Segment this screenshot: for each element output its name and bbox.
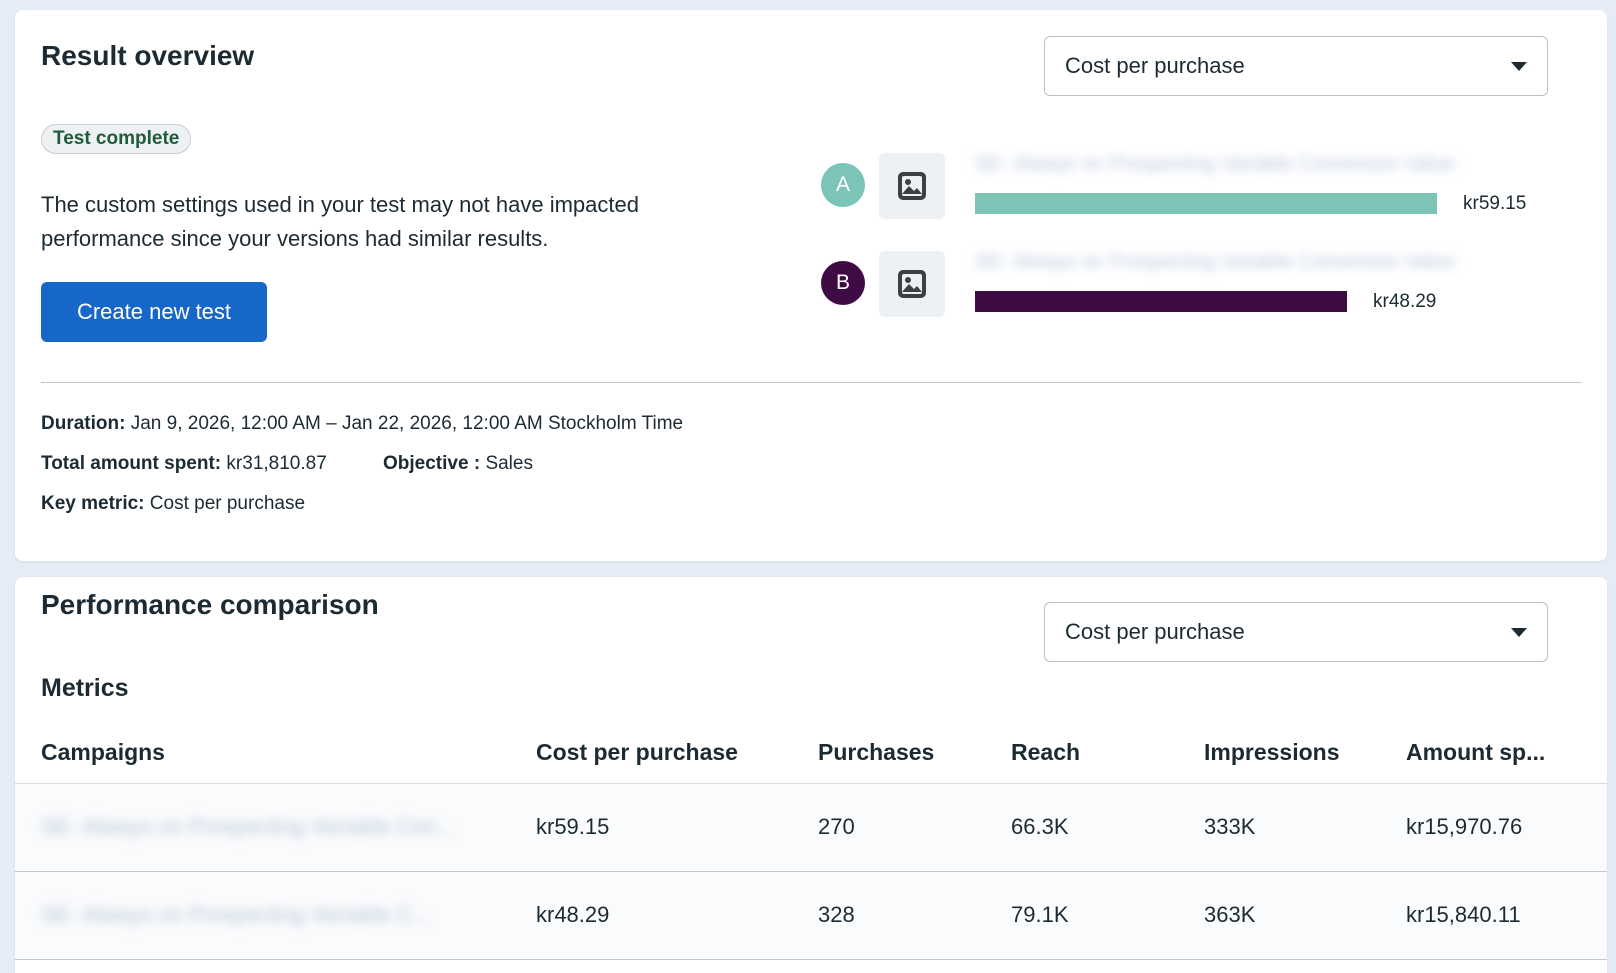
column-header-purchases[interactable]: Purchases xyxy=(818,723,1011,784)
column-header-reach[interactable]: Reach xyxy=(1011,723,1204,784)
dropdown-selected-value: Cost per purchase xyxy=(1065,619,1245,644)
variant-a-row: A SE- Always on Prospecting Variable Con… xyxy=(821,153,1581,223)
dropdown-selected-value: Cost per purchase xyxy=(1065,53,1245,78)
variant-b-name: SE- Always on Prospecting Variable Conve… xyxy=(975,251,1455,273)
column-header-impressions[interactable]: Impressions xyxy=(1204,723,1406,784)
impressions-cell: 333K xyxy=(1204,783,1406,872)
table-header-row: Campaigns Cost per purchase Purchases Re… xyxy=(15,723,1607,784)
total-spent-line: Total amount spent: kr31,810.87 xyxy=(41,453,327,475)
reach-cell: 66.3K xyxy=(1011,783,1204,872)
caret-down-icon xyxy=(1511,61,1527,71)
objective-line: Objective : Sales xyxy=(383,453,533,475)
result-description: The custom settings used in your test ma… xyxy=(41,192,639,251)
column-header-cost-per-purchase[interactable]: Cost per purchase xyxy=(536,723,818,784)
total-spent-value: kr31,810.87 xyxy=(226,453,327,474)
variant-b-row: B SE- Always on Prospecting Variable Con… xyxy=(821,251,1581,321)
amount-spent-cell: kr15,970.76 xyxy=(1406,783,1607,872)
performance-comparison-title: Performance comparison xyxy=(41,589,379,620)
image-placeholder-icon[interactable] xyxy=(879,251,945,317)
result-overview-title: Result overview xyxy=(41,40,255,71)
variant-a-value: kr59.15 xyxy=(1463,193,1527,214)
variant-a-bar xyxy=(975,193,1437,214)
variant-a-name: SE- Always on Prospecting Variable Conve… xyxy=(975,153,1455,175)
reach-cell: 79.1K xyxy=(1011,871,1204,960)
purchases-cell: 270 xyxy=(818,783,1011,872)
result-metric-dropdown[interactable]: Cost per purchase xyxy=(1044,36,1548,96)
performance-comparison-card: Performance comparison Cost per purchase… xyxy=(15,577,1607,973)
column-header-campaigns[interactable]: Campaigns xyxy=(15,723,536,784)
objective-label: Objective : xyxy=(383,453,481,474)
duration-line: Duration: Jan 9, 2026, 12:00 AM – Jan 22… xyxy=(41,413,683,435)
campaign-name[interactable]: SE- Always on Prospecting Variable Con..… xyxy=(41,814,456,839)
cost-per-purchase-cell: kr59.15 xyxy=(536,783,818,872)
caret-down-icon xyxy=(1511,627,1527,637)
amount-spent-cell: kr15,840.11 xyxy=(1406,871,1607,960)
variant-b-value: kr48.29 xyxy=(1373,291,1437,312)
campaign-name[interactable]: SE- Always on Prospecting Variable C... xyxy=(41,902,431,927)
metrics-heading: Metrics xyxy=(41,674,129,702)
variant-a-badge: A xyxy=(821,163,865,207)
cost-per-purchase-cell: kr48.29 xyxy=(536,871,818,960)
purchases-cell: 328 xyxy=(818,871,1011,960)
create-new-test-button[interactable]: Create new test xyxy=(41,282,267,342)
metrics-table: Campaigns Cost per purchase Purchases Re… xyxy=(15,723,1607,960)
objective-value: Sales xyxy=(485,453,533,474)
key-metric-label: Key metric: xyxy=(41,493,145,514)
status-badge: Test complete xyxy=(41,124,192,154)
column-header-amount-spent[interactable]: Amount sp... xyxy=(1406,723,1607,784)
section-divider xyxy=(41,382,1582,383)
result-overview-card: Result overview Cost per purchase Test c… xyxy=(15,10,1607,561)
table-row[interactable]: SE- Always on Prospecting Variable Con..… xyxy=(15,783,1607,872)
table-row[interactable]: SE- Always on Prospecting Variable C... … xyxy=(15,871,1607,960)
duration-label: Duration: xyxy=(41,413,126,434)
performance-metric-dropdown[interactable]: Cost per purchase xyxy=(1044,602,1548,662)
key-metric-value: Cost per purchase xyxy=(149,493,306,514)
impressions-cell: 363K xyxy=(1204,871,1406,960)
total-spent-label: Total amount spent: xyxy=(41,453,222,474)
key-metric-line: Key metric: Cost per purchase xyxy=(41,493,305,515)
duration-value: Jan 9, 2026, 12:00 AM – Jan 22, 2026, 12… xyxy=(130,413,684,434)
variant-b-badge: B xyxy=(821,261,865,305)
variant-b-bar xyxy=(975,291,1347,312)
image-placeholder-icon[interactable] xyxy=(879,153,945,219)
